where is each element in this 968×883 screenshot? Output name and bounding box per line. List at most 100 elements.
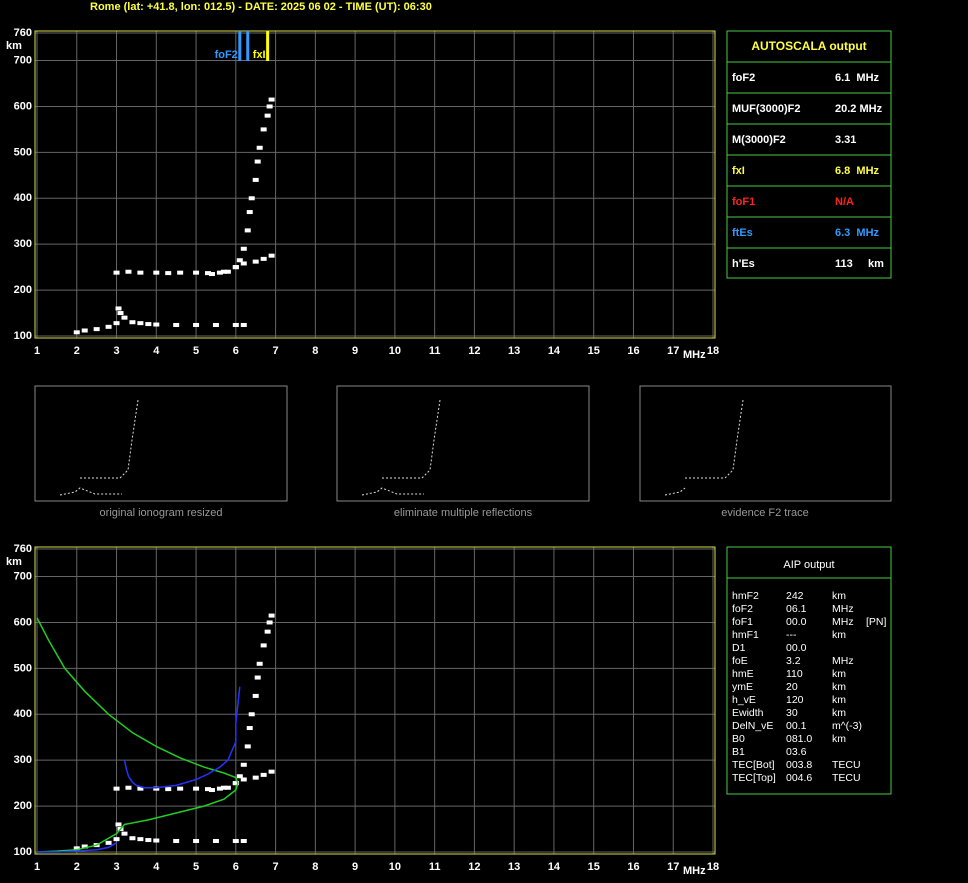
aip-cell: foF2 — [732, 603, 753, 615]
echo-point — [224, 785, 231, 790]
x-tick-label: 15 — [588, 861, 600, 873]
x-tick-label: 14 — [548, 345, 561, 357]
echo-point — [125, 269, 132, 274]
echo-point — [254, 675, 261, 680]
echo-point — [232, 838, 239, 843]
echo-point — [266, 620, 273, 625]
x-tick-label: 13 — [508, 345, 520, 357]
echo-point — [232, 322, 239, 327]
echo-point — [113, 321, 120, 326]
echo-point — [208, 788, 215, 793]
row-value: 6.8 MHz — [835, 165, 880, 177]
table-title: AIP output — [783, 559, 834, 571]
aip-cell: 03.6 — [786, 746, 807, 758]
aip-cell: foE — [732, 655, 748, 667]
echo-point — [204, 271, 211, 276]
x-tick-label: 11 — [429, 345, 441, 357]
aip-box — [726, 546, 892, 795]
thumb-trace — [664, 399, 744, 496]
aip-cell: km — [832, 681, 846, 693]
echo-point — [193, 838, 200, 843]
y-tick-label: 200 — [14, 284, 32, 296]
echo-point — [208, 272, 215, 277]
echo-point — [129, 320, 136, 325]
echo-point — [115, 822, 122, 827]
echo-point — [165, 787, 172, 792]
aip-cell: m^(-3) — [832, 720, 862, 732]
echo-point — [224, 269, 231, 274]
thumb-frame — [336, 385, 590, 502]
x-tick-label: 3 — [113, 861, 119, 873]
echo-point — [240, 261, 247, 266]
aip-cell: km — [832, 629, 846, 641]
echo-point — [165, 271, 172, 276]
x-tick-label: 9 — [352, 861, 358, 873]
aip-cell: km — [832, 733, 846, 745]
echo-point — [260, 127, 267, 132]
y-tick-label: 760 — [14, 543, 32, 555]
x-tick-label: 16 — [627, 345, 639, 357]
thumb-frame — [34, 385, 288, 502]
aip-cell: 242 — [786, 590, 804, 602]
x-tick-label: 4 — [153, 345, 160, 357]
marker-label: fxI — [253, 49, 266, 61]
aip-cell: B1 — [732, 746, 745, 758]
x-tick-label: 12 — [468, 861, 480, 873]
aip-cell: hmF1 — [732, 629, 759, 641]
x-tick-label: 11 — [429, 861, 441, 873]
aip-cell: km — [832, 668, 846, 680]
trace-line — [37, 842, 117, 853]
echo-point — [212, 322, 219, 327]
x-tick-label: 18 — [707, 345, 719, 357]
echo-point — [260, 643, 267, 648]
row-label: foF2 — [732, 72, 755, 84]
x-tick-label: 9 — [352, 345, 358, 357]
aip-cell: TECU — [832, 772, 861, 784]
echo-point — [212, 838, 219, 843]
x-tick-label: 10 — [389, 345, 401, 357]
echo-point — [240, 246, 247, 251]
echo-point — [236, 774, 243, 779]
echo-point — [113, 786, 120, 791]
aip-cell: 00.0 — [786, 616, 807, 628]
y-tick-label: 400 — [14, 708, 32, 720]
echo-point — [113, 837, 120, 842]
aip-cell: 00.1 — [786, 720, 807, 732]
echo-point — [137, 786, 144, 791]
echo-point — [73, 330, 80, 335]
echo-point — [240, 322, 247, 327]
row-label: foF1 — [732, 196, 755, 208]
echo-point — [260, 256, 267, 261]
echo-point — [173, 838, 180, 843]
row-value: 3.31 — [835, 134, 856, 146]
y-tick-label: 200 — [14, 800, 32, 812]
row-label: MUF(3000)F2 — [732, 103, 800, 115]
x-tick-label: 3 — [113, 345, 119, 357]
aip-cell: MHz — [832, 603, 854, 615]
aip-cell: 110 — [786, 668, 803, 680]
echo-point — [121, 831, 128, 836]
echo-point — [248, 712, 255, 717]
echo-point — [264, 113, 271, 118]
row-value: 20.2 MHz — [835, 103, 883, 115]
echo-point — [254, 159, 261, 164]
row-value: 113 km — [835, 258, 884, 270]
x-tick-label: 13 — [508, 861, 520, 873]
aip-cell: 004.6 — [786, 772, 812, 784]
aip-cell: foF1 — [732, 616, 753, 628]
echo-point — [145, 322, 152, 327]
aip-cell: D1 — [732, 642, 746, 654]
y-tick-label: 300 — [14, 754, 32, 766]
y-tick-label: 760 — [14, 27, 32, 39]
y-tick-label: 500 — [14, 146, 32, 158]
echo-point — [153, 322, 160, 327]
echo-point — [232, 265, 239, 270]
aip-cell: 06.1 — [786, 603, 807, 615]
echo-point — [177, 786, 184, 791]
x-tick-label: 17 — [667, 345, 679, 357]
y-tick-label: 600 — [14, 616, 32, 628]
trace-line — [36, 617, 239, 853]
echo-point — [264, 629, 271, 634]
thumb-trace — [59, 399, 139, 496]
row-label: M(3000)F2 — [732, 134, 786, 146]
